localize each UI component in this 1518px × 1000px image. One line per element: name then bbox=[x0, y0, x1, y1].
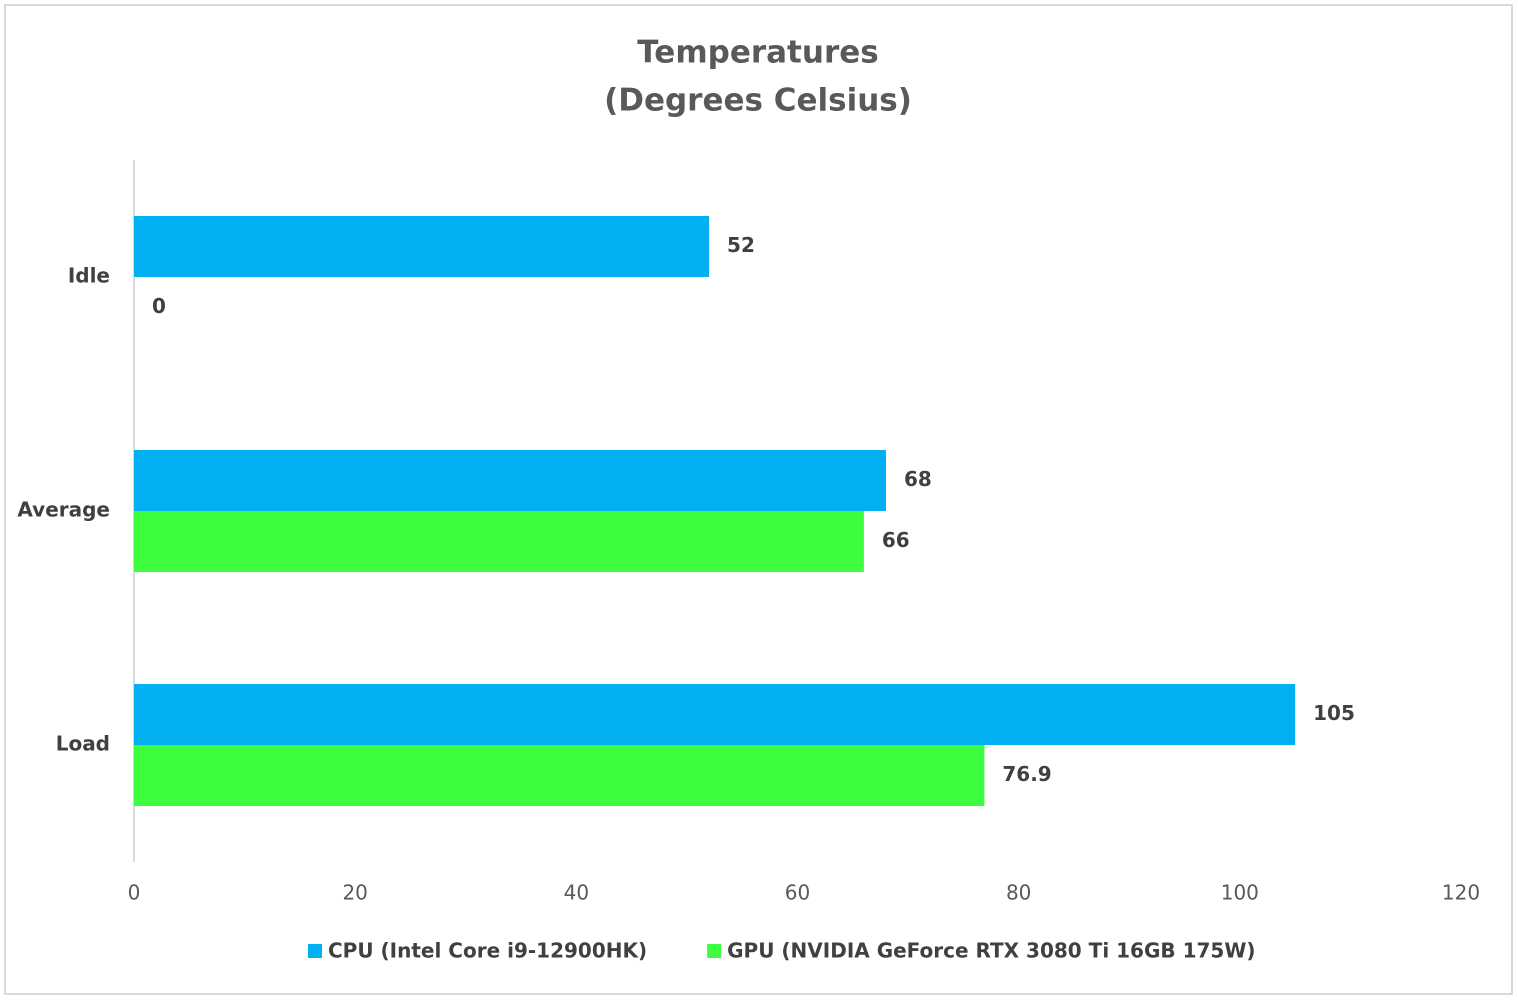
bar bbox=[134, 745, 985, 806]
chart-subtitle: (Degrees Celsius) bbox=[604, 83, 912, 119]
data-label: 52 bbox=[727, 233, 755, 257]
x-tick-label: 60 bbox=[785, 881, 810, 905]
data-label: 0 bbox=[152, 294, 166, 318]
data-label: 66 bbox=[882, 528, 910, 552]
legend-swatch bbox=[308, 944, 322, 958]
x-tick-label: 20 bbox=[342, 881, 367, 905]
data-label: 105 bbox=[1313, 701, 1355, 725]
bar bbox=[134, 511, 864, 572]
x-tick-label: 120 bbox=[1442, 881, 1480, 905]
x-tick-label: 80 bbox=[1006, 881, 1031, 905]
y-tick-label: Average bbox=[17, 498, 110, 522]
data-label: 76.9 bbox=[1002, 762, 1051, 786]
data-label: 68 bbox=[904, 467, 932, 491]
legend-label: CPU (Intel Core i9-12900HK) bbox=[328, 939, 647, 963]
y-tick-label: Load bbox=[56, 732, 110, 756]
x-tick-label: 40 bbox=[564, 881, 589, 905]
bar bbox=[134, 684, 1296, 745]
bar bbox=[134, 450, 886, 511]
x-tick-label: 0 bbox=[128, 881, 141, 905]
x-tick-label: 100 bbox=[1221, 881, 1259, 905]
bar bbox=[134, 216, 710, 277]
legend-swatch bbox=[707, 944, 722, 958]
y-tick-label: Idle bbox=[68, 264, 110, 288]
legend-label: GPU (NVIDIA GeForce RTX 3080 Ti 16GB 175… bbox=[727, 939, 1255, 963]
chart-title: Temperatures bbox=[637, 35, 878, 71]
